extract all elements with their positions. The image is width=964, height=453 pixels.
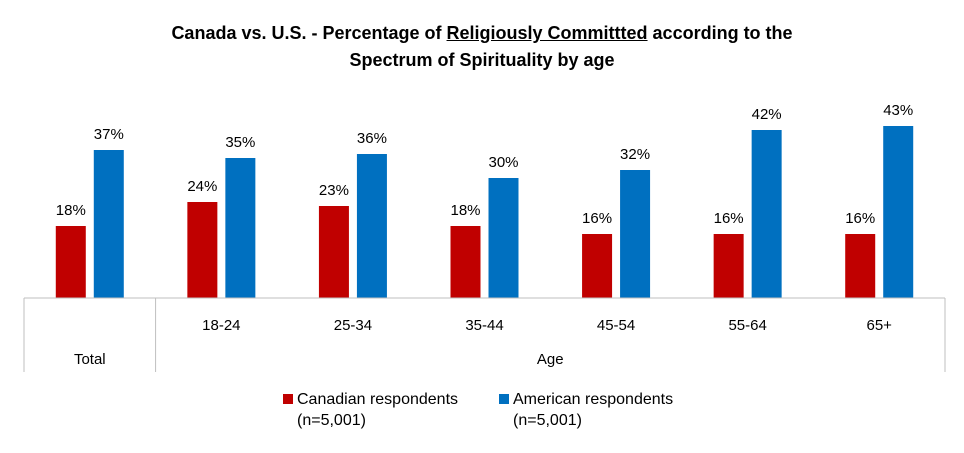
- bar-american-total: [93, 150, 124, 298]
- tick-label-45-54: 45-54: [597, 317, 635, 334]
- bar-american-45-54: [620, 170, 651, 298]
- group-label-age: Age: [537, 351, 564, 368]
- tick-label-18-24: 18-24: [202, 317, 240, 334]
- data-label-canadian-25-34: 23%: [319, 182, 349, 199]
- legend-item-american: American respondents (n=5,001): [499, 389, 673, 431]
- bar-canadian-35-44: [450, 226, 481, 298]
- data-label-american-55-64: 42%: [752, 106, 782, 123]
- data-label-american-total: 37%: [94, 126, 124, 143]
- data-label-canadian-total: 18%: [56, 202, 86, 219]
- data-label-canadian-35-44: 18%: [450, 202, 480, 219]
- data-label-canadian-45-54: 16%: [582, 210, 612, 227]
- legend-label-american: American respondents (n=5,001): [513, 391, 674, 429]
- chart-title-line1: Canada vs. U.S. - Percentage of Religiou…: [171, 23, 793, 43]
- legend-item-canadian: Canadian respondents (n=5,001): [283, 389, 458, 431]
- data-label-american-18-24: 35%: [225, 134, 255, 151]
- bar-american-65+: [883, 126, 914, 298]
- chart-title: Canada vs. U.S. - Percentage of Religiou…: [0, 20, 964, 74]
- legend-swatch-american: [499, 394, 509, 404]
- bar-canadian-55-64: [713, 234, 744, 298]
- legend-label-canadian: Canadian respondents (n=5,001): [297, 391, 459, 429]
- data-label-canadian-18-24: 24%: [187, 178, 217, 195]
- bar-canadian-18-24: [187, 202, 218, 298]
- bar-canadian-65+: [845, 234, 876, 298]
- chart-title-line2: Spectrum of Spirituality by age: [349, 50, 615, 70]
- tick-label-25-34: 25-34: [334, 317, 372, 334]
- data-label-american-25-34: 36%: [357, 130, 387, 147]
- data-label-canadian-65+: 16%: [845, 210, 875, 227]
- chart-title-emphasis: Religiously Committted: [446, 23, 648, 43]
- bar-american-25-34: [356, 154, 387, 298]
- data-label-american-45-54: 32%: [620, 146, 650, 163]
- tick-label-35-44: 35-44: [465, 317, 503, 334]
- bar-american-18-24: [225, 158, 256, 298]
- bar-canadian-45-54: [582, 234, 613, 298]
- bar-american-55-64: [751, 130, 782, 298]
- bar-american-35-44: [488, 178, 519, 298]
- data-label-american-65+: 43%: [883, 102, 913, 119]
- legend-swatch-canadian: [283, 394, 293, 404]
- tick-label-65+: 65+: [866, 317, 892, 334]
- bar-canadian-total: [55, 226, 86, 298]
- data-label-canadian-55-64: 16%: [714, 210, 744, 227]
- bar-canadian-25-34: [318, 206, 349, 298]
- tick-label-55-64: 55-64: [728, 317, 766, 334]
- data-label-american-35-44: 30%: [488, 154, 518, 171]
- group-label-total: Total: [74, 351, 106, 368]
